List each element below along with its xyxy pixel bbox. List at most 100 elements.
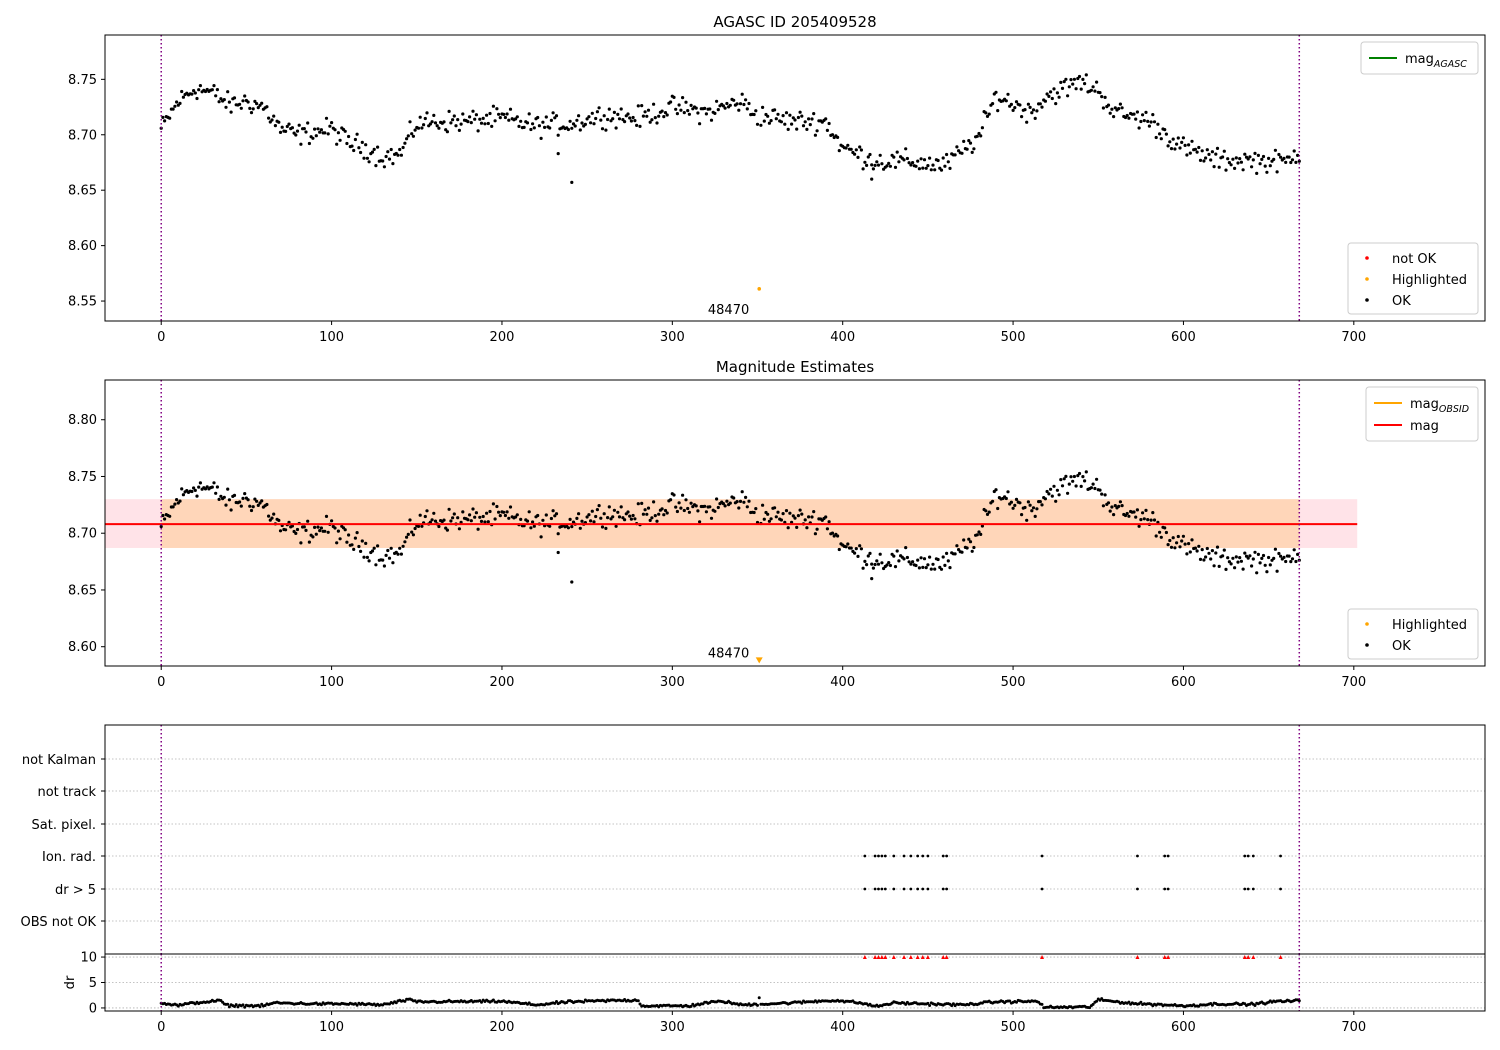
data-point <box>1014 497 1019 501</box>
data-point <box>1125 511 1129 516</box>
data-point <box>977 131 981 136</box>
data-point <box>769 517 773 521</box>
data-point <box>495 504 499 509</box>
data-point <box>556 550 560 555</box>
flag-point <box>877 887 880 891</box>
flag-point <box>873 854 877 858</box>
legend-subscript: AGASC <box>1433 59 1467 70</box>
data-point <box>721 502 726 506</box>
data-point <box>1279 554 1283 558</box>
data-point <box>382 165 386 169</box>
data-point <box>181 493 185 497</box>
data-point <box>715 99 719 103</box>
data-point <box>280 125 284 129</box>
data-point <box>1246 556 1250 560</box>
data-point <box>681 96 685 100</box>
data-point <box>568 119 572 123</box>
agasc-obsid-annotation: 48470 <box>708 303 749 318</box>
data-point <box>1168 140 1172 144</box>
data-point <box>413 526 417 531</box>
data-point <box>488 111 492 116</box>
data-point <box>1164 132 1168 136</box>
data-point <box>1212 564 1216 568</box>
data-point <box>865 563 869 567</box>
data-point <box>1023 505 1027 510</box>
flag-point <box>945 887 949 891</box>
data-point <box>297 123 301 127</box>
data-point <box>1209 158 1213 162</box>
data-point <box>1154 534 1158 538</box>
data-point <box>732 496 736 500</box>
data-point <box>423 514 427 519</box>
data-point <box>1091 85 1095 89</box>
data-point <box>459 122 463 126</box>
data-point <box>716 108 720 112</box>
data-point <box>856 155 860 159</box>
data-point <box>471 507 475 511</box>
data-point <box>660 109 664 113</box>
data-point <box>1279 155 1283 159</box>
data-point <box>420 126 424 130</box>
flag-point <box>1279 887 1282 891</box>
data-point <box>324 514 329 519</box>
data-point <box>941 555 945 559</box>
data-point <box>1040 503 1044 507</box>
data-point <box>1089 88 1093 92</box>
data-point <box>416 524 421 529</box>
data-point <box>1113 504 1117 508</box>
data-point <box>846 542 850 546</box>
data-point <box>445 528 449 532</box>
data-point <box>330 121 334 125</box>
data-point <box>357 544 361 549</box>
data-point <box>299 541 303 545</box>
data-point <box>967 537 971 541</box>
data-point <box>294 531 298 536</box>
data-point <box>1215 545 1220 549</box>
data-point <box>278 529 283 533</box>
data-point <box>1171 137 1175 141</box>
data-point <box>401 145 405 150</box>
data-point <box>284 129 288 133</box>
data-point <box>1052 87 1056 91</box>
dr-clipped-marker <box>1166 955 1171 960</box>
data-point <box>364 541 368 546</box>
data-point <box>343 129 347 133</box>
data-point <box>810 117 814 121</box>
data-point <box>311 136 315 140</box>
data-point <box>408 120 412 124</box>
data-point <box>304 130 308 134</box>
data-point <box>854 547 858 551</box>
data-point <box>985 114 990 118</box>
data-point <box>1110 505 1114 509</box>
data-point <box>468 513 472 517</box>
data-point <box>525 121 530 125</box>
data-point <box>968 141 973 145</box>
data-point <box>1292 548 1296 552</box>
data-point <box>1296 552 1300 557</box>
data-point <box>1081 475 1085 479</box>
data-point <box>479 519 484 524</box>
highlighted-obsid-marker <box>755 657 763 664</box>
dr-x-tick-label: 600 <box>1171 1020 1196 1035</box>
data-point <box>1297 159 1301 163</box>
data-point <box>541 518 545 522</box>
data-point <box>623 120 627 124</box>
data-point <box>418 513 422 517</box>
agasc-point-legend <box>1347 242 1479 315</box>
data-point <box>803 518 807 522</box>
data-point <box>977 530 981 534</box>
data-point <box>866 554 870 558</box>
dr-point <box>904 1002 908 1006</box>
flag-point <box>902 887 906 891</box>
data-point <box>178 101 182 105</box>
data-point <box>1207 152 1211 156</box>
flag-point <box>1166 887 1170 891</box>
data-point <box>1190 538 1194 542</box>
estimates-y-tick-label: 8.60 <box>68 640 97 655</box>
data-point <box>1045 92 1049 96</box>
data-point <box>544 115 548 119</box>
data-point <box>495 107 499 111</box>
data-point <box>575 118 579 122</box>
data-point <box>1154 135 1158 140</box>
data-point <box>602 512 606 516</box>
